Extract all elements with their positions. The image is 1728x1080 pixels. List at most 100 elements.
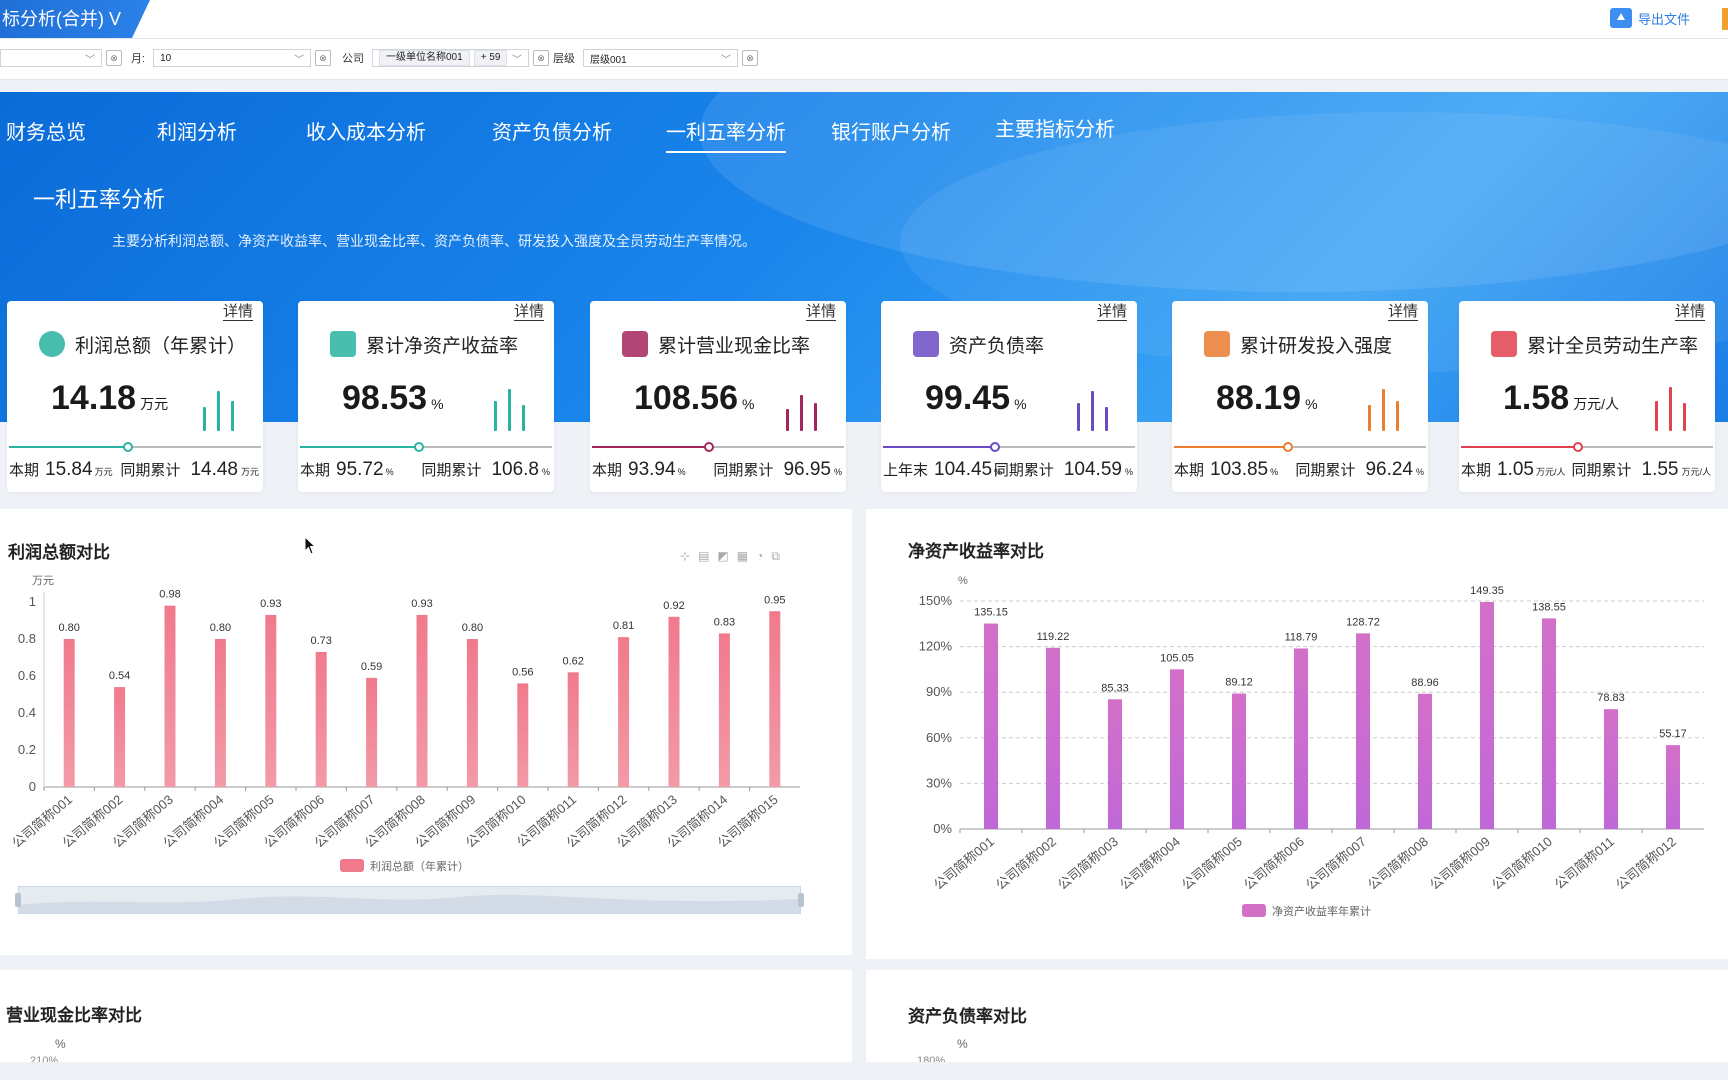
x-tick-label: 公司简称012	[1613, 834, 1679, 893]
tab-revenue-cost[interactable]: 收入成本分析	[306, 122, 426, 144]
data-label: 135.15	[974, 607, 1008, 619]
kpi-title: 累计营业现金比率	[658, 335, 811, 357]
line-chart-icon[interactable]: ◩	[717, 549, 729, 563]
x-tick-label: 公司简称006	[1241, 834, 1307, 893]
cash-ratio-title: 营业现金比率对比	[6, 1006, 142, 1025]
data-label: 0.59	[361, 661, 382, 673]
sparkline-bar	[1091, 391, 1094, 431]
detail-link[interactable]: 详情	[1674, 303, 1705, 321]
prior-value: 14.48	[190, 459, 238, 480]
restore-icon[interactable]: ◔	[756, 549, 764, 563]
zoom-icon[interactable]: ⊹	[680, 549, 691, 563]
tab-assets-liabilities[interactable]: 资产负债分析	[492, 122, 612, 144]
prior-label: 同期累计	[1295, 462, 1356, 479]
kpi-unit: 万元	[140, 396, 169, 412]
side-tab-marker[interactable]	[1722, 8, 1728, 30]
kpi-unit: %	[1305, 396, 1318, 412]
filter-clear-icon[interactable]: ⊗	[315, 50, 332, 66]
year-select[interactable]: ﹀	[0, 49, 102, 67]
current-unit: 万元	[94, 467, 113, 477]
filter-clear-icon[interactable]: ⊗	[106, 50, 122, 66]
window-title-tab[interactable]: 标分析(合并) V	[0, 0, 150, 38]
kpi-header: 累计净资产收益率	[326, 327, 518, 361]
progress-fill	[592, 446, 708, 448]
detail-link[interactable]: 详情	[222, 303, 253, 321]
bar-chart-icon[interactable]: ▦	[736, 549, 749, 563]
data-label: 0.98	[159, 589, 180, 601]
export-button[interactable]: 导出文件	[1609, 8, 1690, 28]
level-select[interactable]: 层级001 ﹀	[583, 49, 738, 67]
kpi-value: 14.18	[51, 379, 137, 417]
bar	[517, 683, 529, 787]
kpi-title: 累计研发投入强度	[1240, 335, 1393, 357]
tab-key-indicators[interactable]: 主要指标分析	[995, 119, 1115, 141]
kpi-value: 98.53	[342, 379, 428, 417]
save-image-icon[interactable]: ⧉	[771, 549, 780, 563]
legend-label: 利润总额（年累计）	[370, 859, 469, 873]
current-value: 95.72	[336, 459, 384, 480]
coins-icon	[35, 327, 69, 361]
detail-link[interactable]: 详情	[1387, 303, 1418, 321]
tab-one-profit-five-rates[interactable]: 一利五率分析	[666, 116, 786, 153]
bar	[567, 672, 579, 787]
kpi-unit: %	[742, 396, 755, 412]
company-more-chip[interactable]: + 59	[473, 50, 508, 66]
window-title: 标分析(合并) V	[2, 9, 121, 29]
bar	[769, 611, 781, 787]
kpi-header: 资产负债率	[909, 327, 1044, 361]
month-select[interactable]: 10 ﹀	[153, 49, 312, 67]
export-label: 导出文件	[1637, 11, 1690, 27]
company-chip[interactable]: 一级单位名称001	[379, 50, 470, 66]
data-label: 118.79	[1285, 631, 1318, 643]
kpi-card: 详情 利润总额（年累计） 14.18 万元 本期 15.84 万元 同期累计 14.48 万元	[7, 301, 263, 492]
data-label: 0.95	[764, 594, 785, 606]
company-select[interactable]: 一级单位名称001 + 59 ﹀	[372, 49, 529, 67]
progress-dot	[123, 442, 134, 452]
data-label: 0.81	[613, 620, 634, 632]
profit-bar-chart: 万元00.20.40.60.810.80公司简称0010.54公司简称0020.…	[9, 575, 800, 873]
filter-clear-icon[interactable]: ⊗	[533, 50, 549, 66]
data-label: 149.35	[1470, 585, 1504, 597]
slider-left-handle[interactable]	[15, 893, 21, 907]
detail-link[interactable]: 详情	[513, 303, 544, 321]
data-view-icon[interactable]: ▤	[698, 549, 710, 563]
filter-bar: ﹀ ⊗ 月: 10 ﹀ ⊗ 公司 一级单位名称001 + 59 ﹀ ⊗ 层级 层级0…	[0, 39, 1728, 80]
cart-icon	[618, 327, 652, 361]
data-label: 0.93	[260, 598, 281, 610]
y-tick-label: 0%	[933, 821, 952, 836]
data-label: 0.80	[210, 622, 231, 634]
progress-dot	[989, 442, 1000, 452]
bar	[1542, 618, 1556, 829]
kpi-value-row: 1.58 万元/人	[1503, 379, 1619, 418]
detail-link[interactable]: 详情	[805, 303, 836, 321]
chevron-down-icon: ﹀	[294, 54, 305, 66]
legend-label: 净资产收益率年累计	[1272, 904, 1371, 918]
y-tick-label: 90%	[926, 684, 952, 699]
bar	[1666, 745, 1680, 829]
cash-ratio-unit: %	[55, 1037, 66, 1051]
prior-value: 96.95	[783, 459, 831, 480]
debt-ratio-title: 资产负债率对比	[908, 1007, 1027, 1026]
kpi-card: 详情 累计营业现金比率 108.56% 本期 93.94% 同期累计 96.95%	[590, 301, 846, 492]
month-select-value: 10	[160, 52, 172, 64]
tab-profit[interactable]: 利润分析	[157, 122, 237, 144]
chevron-down-icon: ﹀	[721, 54, 731, 66]
data-label: 0.83	[714, 616, 735, 628]
data-zoom-slider[interactable]	[15, 886, 804, 914]
slider-right-handle[interactable]	[798, 893, 804, 907]
progress-dot	[1283, 442, 1294, 452]
detail-link[interactable]: 详情	[1096, 303, 1127, 321]
sparkline-bar	[800, 395, 803, 431]
tab-overview[interactable]: 财务总览	[6, 122, 86, 144]
tab-bank-accounts[interactable]: 银行账户分析	[831, 122, 951, 144]
data-label: 85.33	[1101, 682, 1129, 694]
prior-unit: %	[1415, 467, 1424, 477]
bar	[1108, 699, 1122, 829]
progress-dot	[414, 442, 425, 452]
cube-icon	[326, 327, 360, 361]
level-select-value: 层级001	[590, 54, 627, 66]
month-label: 月:	[131, 53, 146, 65]
kpi-header: 累计研发投入强度	[1200, 327, 1392, 361]
filter-clear-icon[interactable]: ⊗	[742, 50, 758, 66]
kpi-title: 利润总额（年累计）	[75, 335, 247, 357]
